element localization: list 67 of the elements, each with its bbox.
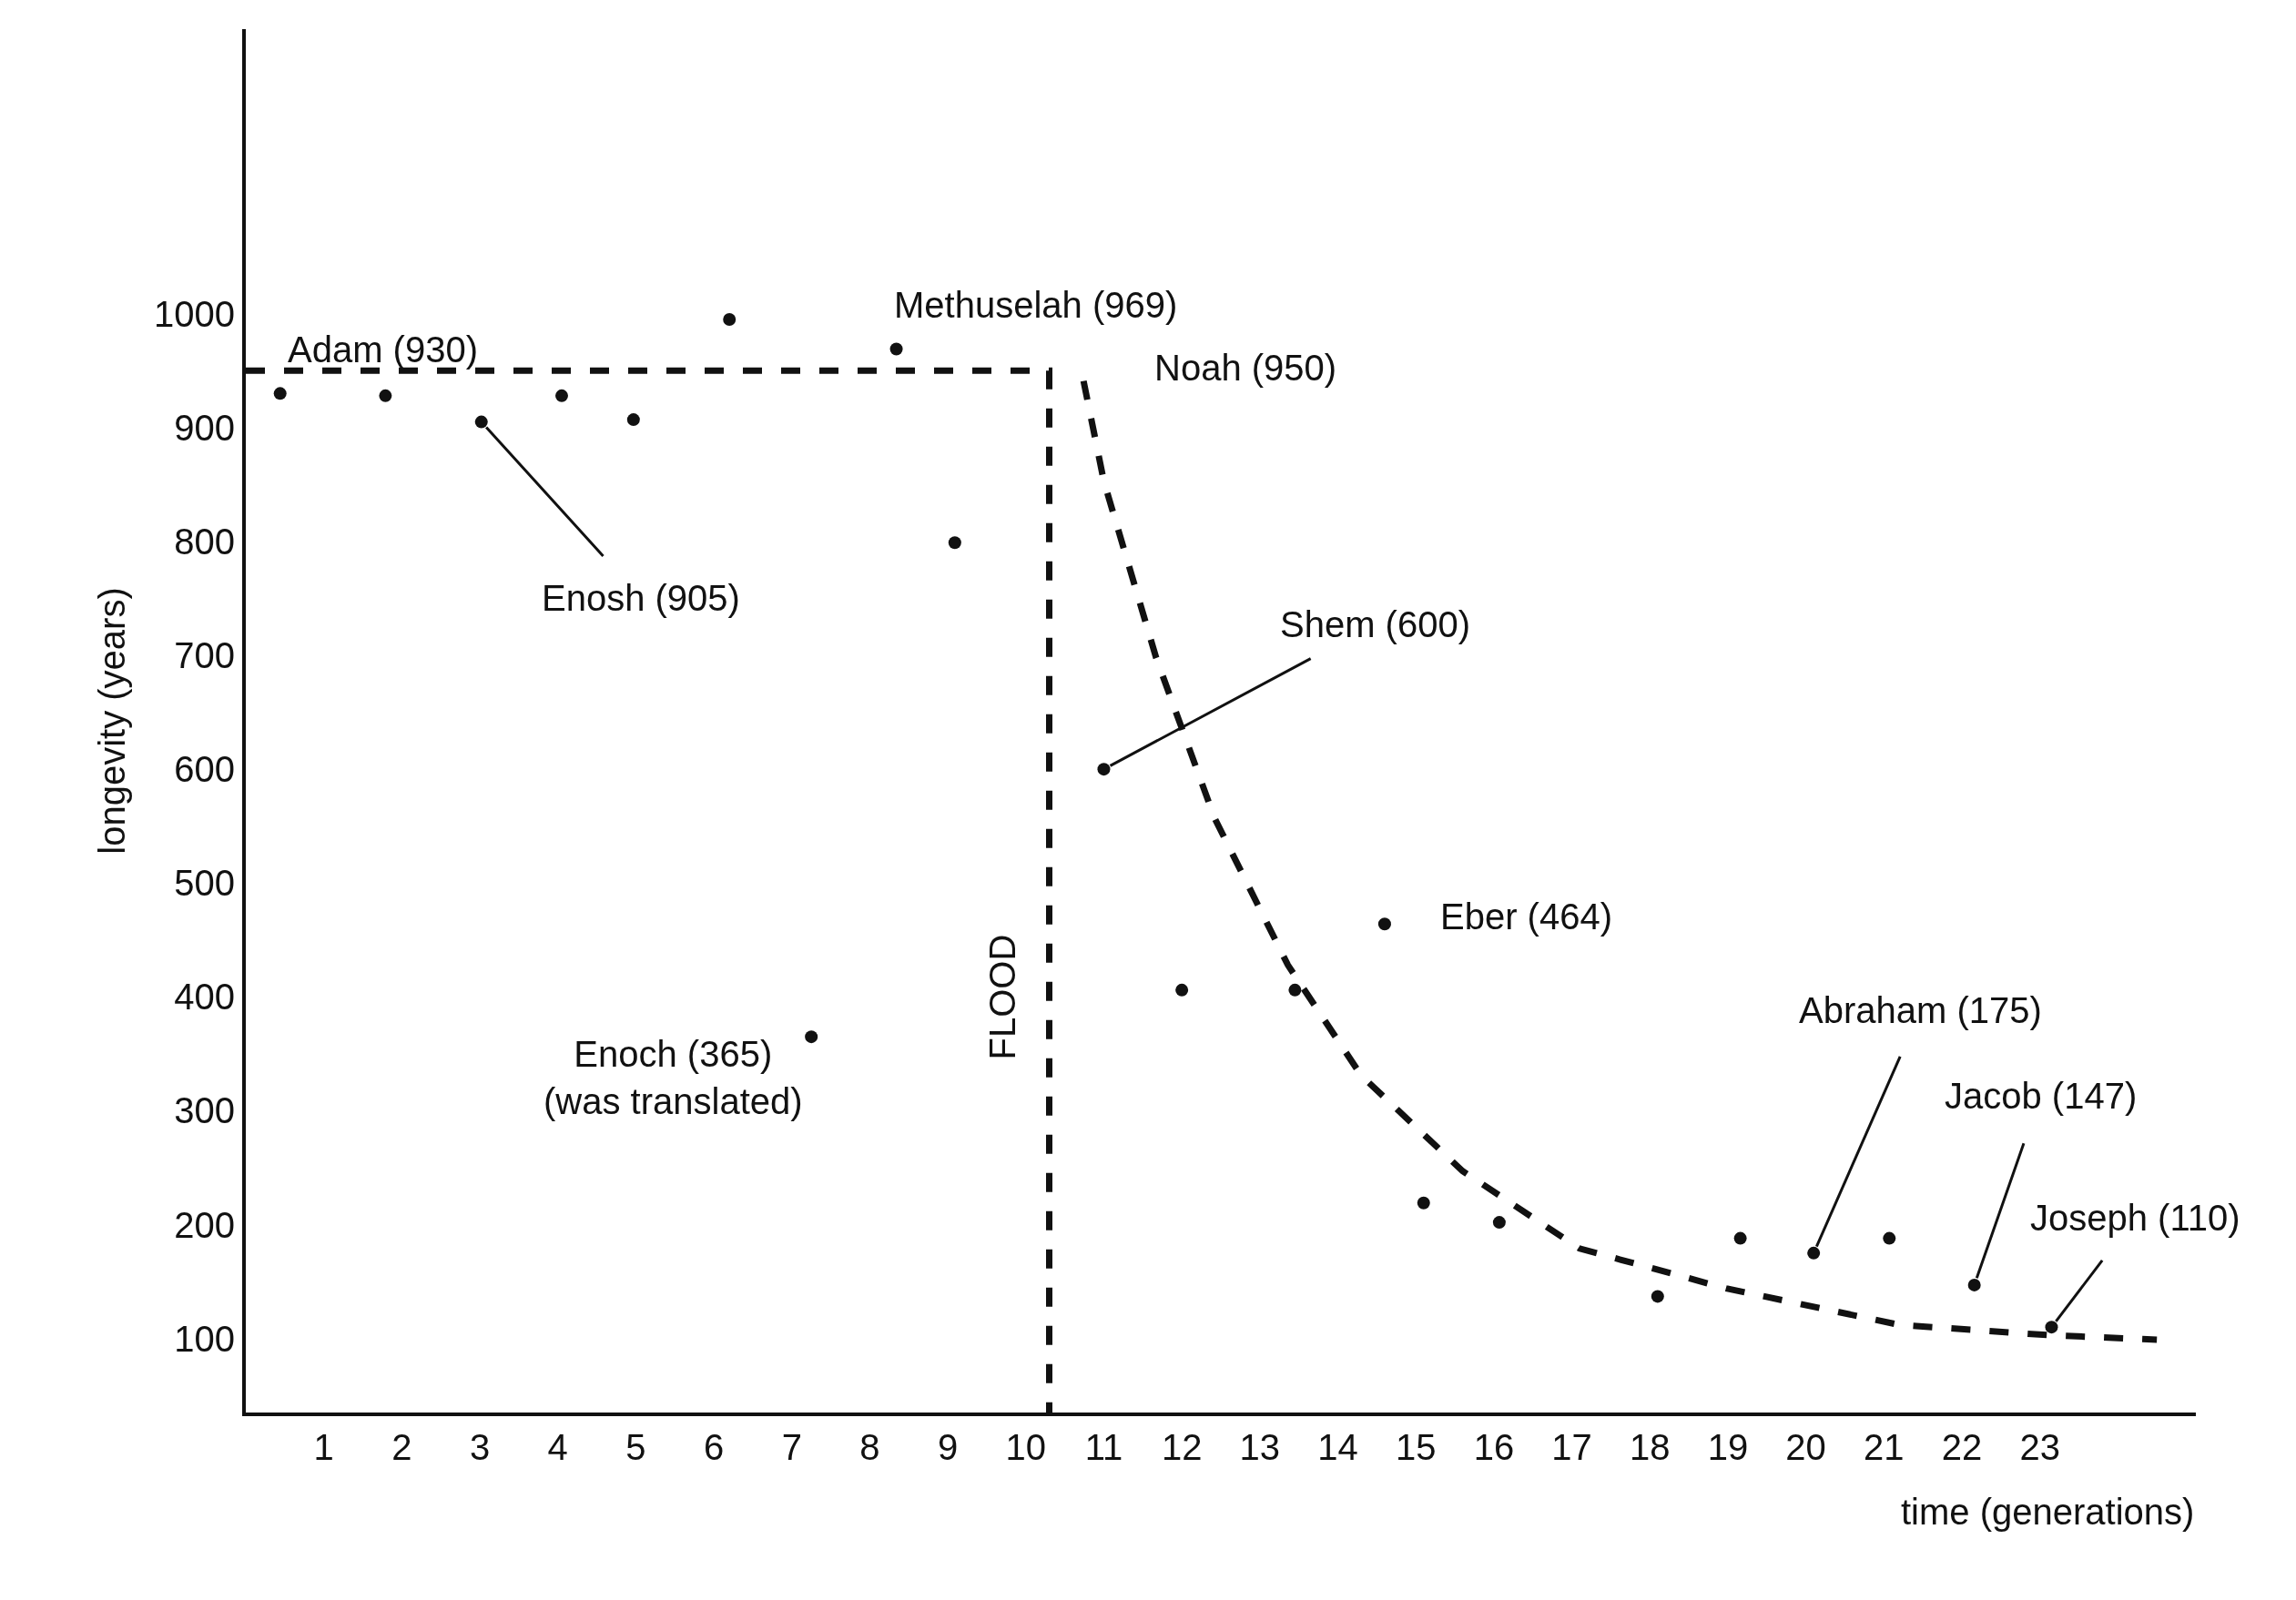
x-tick-label: 10 (1005, 1427, 1047, 1467)
annotation: FLOOD (981, 934, 1022, 1060)
point (1175, 983, 1189, 997)
x-tick-label: 12 (1161, 1427, 1203, 1467)
point (723, 313, 737, 326)
x-tick-label: 8 (859, 1427, 880, 1467)
y-tick-label: 600 (174, 749, 235, 790)
y-tick-label: 300 (174, 1090, 235, 1131)
annotation: Jacob (147) (1945, 1076, 2138, 1116)
x-tick-label: 15 (1395, 1427, 1437, 1467)
annotation: Joseph (110) (2030, 1198, 2240, 1238)
point (474, 415, 488, 429)
annotation: Eber (464) (1440, 896, 1612, 937)
x-tick-label: 4 (547, 1427, 568, 1467)
y-tick-label: 1000 (154, 293, 235, 334)
point (1733, 1231, 1747, 1245)
x-tick-label: 3 (469, 1427, 491, 1467)
x-tick-label: 9 (937, 1427, 959, 1467)
point (948, 536, 961, 550)
point (1377, 917, 1391, 931)
y-tick-label: 400 (174, 977, 235, 1018)
point (805, 1030, 818, 1044)
x-tick-label: 16 (1473, 1427, 1515, 1467)
y-tick-label: 700 (174, 635, 235, 676)
x-tick-label: 17 (1551, 1427, 1592, 1467)
point (1651, 1290, 1664, 1303)
point (1097, 763, 1111, 776)
point (626, 413, 640, 427)
y-tick-label: 800 (174, 521, 235, 562)
x-tick-label: 20 (1785, 1427, 1826, 1467)
point (2045, 1321, 2058, 1334)
y-tick-label: 200 (174, 1204, 235, 1245)
x-tick-label: 7 (781, 1427, 802, 1467)
x-tick-label: 14 (1317, 1427, 1358, 1467)
annotation: Adam (930) (288, 329, 478, 370)
point (555, 389, 568, 402)
x-tick-label: 18 (1629, 1427, 1671, 1467)
annotation: Noah (950) (1154, 348, 1337, 388)
annotation: Enoch (365) (was translated) (544, 1034, 803, 1121)
x-tick-label: 1 (313, 1427, 334, 1467)
point (1417, 1196, 1430, 1210)
y-tick-label: 900 (174, 407, 235, 448)
x-tick-label: 22 (1941, 1427, 1983, 1467)
annotation: Abraham (175) (1799, 990, 2042, 1030)
annotation: Shem (600) (1280, 604, 1470, 644)
x-tick-label: 2 (391, 1427, 412, 1467)
point (273, 387, 287, 400)
point (379, 389, 392, 402)
point (1967, 1278, 1981, 1291)
annotation: Methuselah (969) (894, 285, 1178, 325)
x-tick-label: 11 (1084, 1427, 1123, 1467)
x-tick-label: 6 (703, 1427, 725, 1467)
point (1807, 1246, 1821, 1260)
point (1883, 1231, 1896, 1245)
x-axis-title: time (generations) (1901, 1492, 2195, 1532)
point (1288, 983, 1302, 997)
x-tick-label: 19 (1707, 1427, 1749, 1467)
y-tick-label: 500 (174, 863, 235, 904)
x-tick-label: 21 (1864, 1427, 1905, 1467)
x-tick-label: 13 (1239, 1427, 1281, 1467)
x-tick-label: 23 (2019, 1427, 2060, 1467)
annotation: Enosh (905) (542, 578, 740, 618)
point (889, 342, 903, 356)
y-axis-title: longevity (years) (92, 587, 133, 855)
x-tick-label: 5 (625, 1427, 646, 1467)
y-tick-label: 100 (174, 1318, 235, 1359)
point (1492, 1216, 1506, 1230)
